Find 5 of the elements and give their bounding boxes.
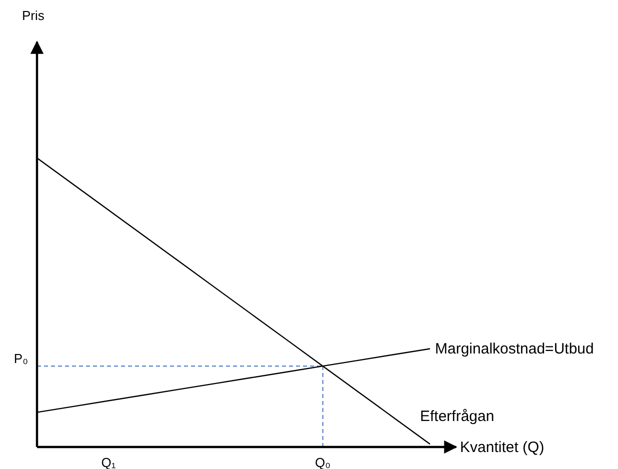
ref-line-label: P₀ xyxy=(14,351,28,366)
text: Pris xyxy=(22,8,45,23)
series-label: Efterfrågan xyxy=(420,408,494,426)
series-label: Marginalkostnad=Utbud xyxy=(435,340,594,358)
x-axis-title: Kvantitet (Q) xyxy=(460,439,544,456)
